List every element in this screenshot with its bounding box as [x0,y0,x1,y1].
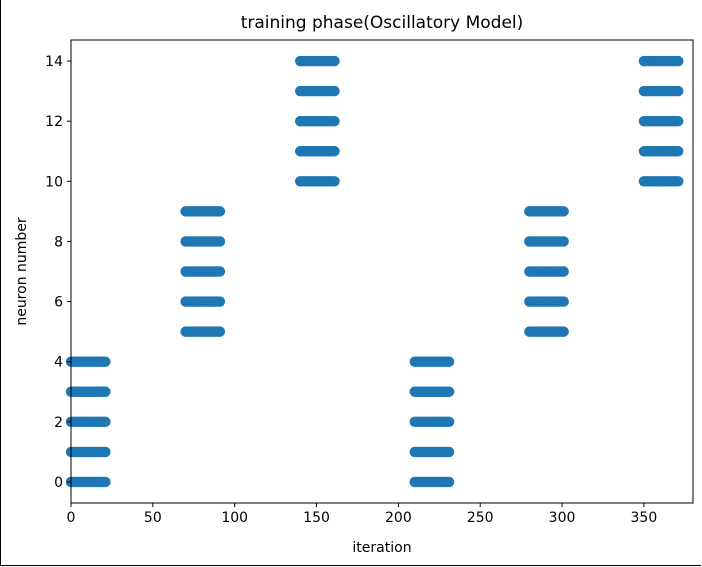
y-tick-label: 2 [54,415,63,431]
spike-point [558,206,569,217]
spike-point [214,236,226,247]
y-tick-label: 10 [45,174,63,190]
spike-point [214,206,226,217]
spike-point [558,266,569,277]
spike-point [100,416,111,428]
spike-point [443,446,455,458]
spike-point [100,386,111,397]
spike-point [558,296,569,307]
y-tick-label: 8 [54,234,63,250]
spike-point [443,386,455,397]
x-axis-ticks: 0 50 100 150 200 250 300 350 [67,503,658,526]
y-axis-ticks: 0 2 4 6 8 10 12 14 [45,54,71,491]
plot-area [70,39,694,504]
x-tick-label: 150 [303,510,330,526]
spike-point [443,416,455,428]
x-tick-label: 300 [549,510,576,526]
spike-point [329,55,340,67]
spike-point [100,446,111,458]
spike-point [329,115,340,127]
spike-point [443,356,455,367]
spike-point [329,85,340,97]
y-tick-label: 12 [45,114,63,130]
spike-point [214,296,226,307]
x-tick-label: 350 [631,510,658,526]
y-tick-label: 14 [45,54,63,70]
x-tick-label: 250 [467,510,494,526]
spike-point [673,146,684,157]
y-tick-label: 6 [54,295,63,311]
spike-point [443,476,455,488]
x-tick-label: 200 [385,510,412,526]
spike-point [673,85,684,97]
x-tick-label: 0 [67,510,76,526]
spike-point [558,236,569,247]
spike-point [673,115,684,127]
y-axis-label: neuron number [14,217,30,326]
spike-point [214,326,226,337]
spike-point [214,266,226,277]
spike-point [673,176,684,187]
y-tick-label: 4 [54,355,63,371]
x-tick-label: 100 [221,510,248,526]
points-layer [65,55,684,488]
x-tick-label: 50 [144,510,162,526]
spike-point [100,476,111,488]
spike-point [329,176,340,187]
x-axis-label: iteration [352,540,411,556]
chart-title: training phase(Oscillatory Model) [241,13,524,33]
spike-point [329,146,340,157]
spike-point [558,326,569,337]
spike-point [673,55,684,67]
y-tick-label: 0 [54,475,63,491]
spike-point [100,356,111,367]
